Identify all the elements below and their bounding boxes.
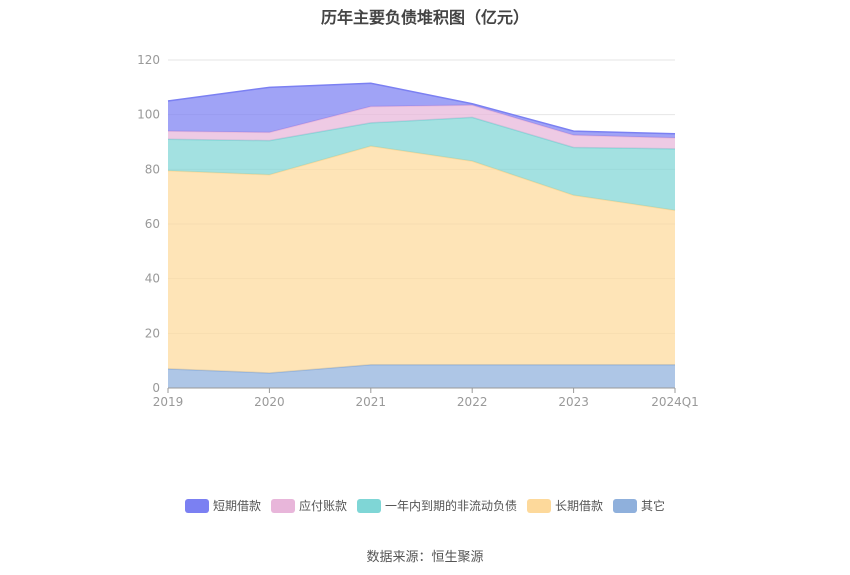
legend-swatch <box>184 498 209 513</box>
x-tick-label: 2024Q1 <box>651 395 699 409</box>
legend-label: 应付账款 <box>298 499 347 513</box>
chart-legend: 短期借款 应付账款 一年内到期的非流动负债 长期借款 其它 <box>0 497 850 514</box>
legend-label: 一年内到期的非流动负债 <box>384 499 517 513</box>
legend-item[interactable]: 短期借款 <box>184 497 261 514</box>
area-series-1[interactable] <box>168 146 675 373</box>
chart-title: 历年主要负债堆积图（亿元） <box>320 8 529 27</box>
area-layer <box>167 82 676 388</box>
y-tick-label: 120 <box>137 53 160 67</box>
stacked-area-chart: 0 20 40 60 80 100 120 2019 2020 2021 2022 2023 2024Q… <box>137 53 699 409</box>
x-tick-label: 2022 <box>457 395 488 409</box>
area-series-3[interactable] <box>168 105 675 149</box>
y-tick-label: 60 <box>145 217 160 231</box>
area-series-0[interactable] <box>168 364 675 388</box>
legend-label: 长期借款 <box>555 499 604 513</box>
area-series-4[interactable] <box>168 83 675 138</box>
legend-swatch <box>356 498 381 513</box>
legend-swatch <box>270 498 295 513</box>
area-series-line-0 <box>167 364 675 374</box>
y-tick-label: 80 <box>145 162 160 176</box>
x-tick-label: 2019 <box>153 395 184 409</box>
y-tick-label: 100 <box>137 108 160 122</box>
area-series-line-4 <box>167 82 676 135</box>
legend-label: 其它 <box>641 499 666 513</box>
y-tick-label: 0 <box>152 381 160 395</box>
axis-layer: 0 20 40 60 80 100 120 2019 2020 2021 2022 2023 2024Q… <box>137 53 699 409</box>
data-source-note: 数据来源：恒生聚源 <box>366 550 484 565</box>
y-tick-label: 20 <box>145 326 160 340</box>
legend-swatch <box>527 498 551 513</box>
legend-item[interactable]: 其它 <box>613 497 665 514</box>
legend-item[interactable]: 一年内到期的非流动负债 <box>356 497 517 514</box>
x-tick-label: 2020 <box>254 395 285 409</box>
legend-item[interactable]: 应付账款 <box>270 497 347 514</box>
x-tick-label: 2023 <box>558 395 589 409</box>
legend-label: 短期借款 <box>212 499 261 513</box>
y-tick-label: 40 <box>145 272 160 286</box>
legend-swatch <box>613 498 638 513</box>
x-tick-label: 2021 <box>356 395 387 409</box>
legend-item[interactable]: 长期借款 <box>527 497 603 514</box>
